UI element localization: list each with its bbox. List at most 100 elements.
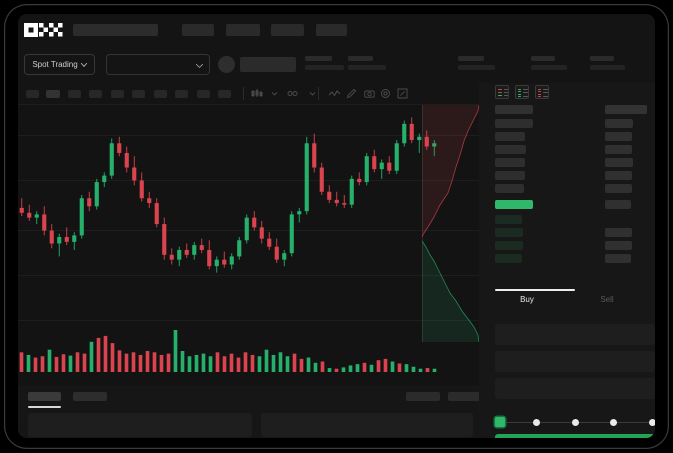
order-form-tabs: Buy Sell xyxy=(495,289,655,315)
timeframe-5m[interactable] xyxy=(46,90,60,98)
orderbook-header-amount-col[interactable] xyxy=(605,105,647,114)
toolbar-separator-1 xyxy=(243,87,244,100)
nav-item-4[interactable] xyxy=(316,24,347,36)
drawing-tools-icon[interactable] xyxy=(345,87,358,100)
slider-handle[interactable] xyxy=(495,417,505,427)
order-amount-slider[interactable] xyxy=(495,417,655,427)
orderbook-bid-row-amount[interactable] xyxy=(605,254,631,263)
tab-sell[interactable]: Sell xyxy=(600,295,614,304)
orderbook-ask-row-amount[interactable] xyxy=(605,171,632,180)
bottom-content-left xyxy=(28,413,252,437)
bottom-action-1[interactable] xyxy=(406,392,440,401)
chart-price-axis-line xyxy=(422,105,423,342)
stat-24h-turnover xyxy=(531,56,567,70)
trading-mode-label: Spot Trading xyxy=(32,60,78,69)
orderbook-ask-row-amount[interactable] xyxy=(605,119,633,128)
gridline-4 xyxy=(18,275,479,276)
tab-open-orders[interactable] xyxy=(28,392,61,401)
stat-24h-change xyxy=(305,56,344,70)
timeframe-1mo[interactable] xyxy=(197,90,210,98)
orderbook-bid-row-price[interactable] xyxy=(495,254,522,263)
orderbook-spread-price[interactable] xyxy=(495,200,533,209)
orderbook-layout-asks-icon[interactable] xyxy=(535,85,549,99)
line-chart-icon[interactable] xyxy=(328,87,341,100)
orderbook-layout-combined-icon[interactable] xyxy=(495,85,509,99)
timeframe-15m[interactable] xyxy=(68,90,81,98)
order-form-active-underline xyxy=(495,289,575,291)
indicators-chevron-icon[interactable] xyxy=(306,87,319,100)
slider-stop-50[interactable] xyxy=(571,418,579,426)
orderbook-ask-row-price[interactable] xyxy=(495,119,533,128)
last-price-value xyxy=(240,57,296,72)
orderbook-bid-row-amount[interactable] xyxy=(605,241,632,250)
slider-stop-75[interactable] xyxy=(610,418,617,426)
bottom-action-2[interactable] xyxy=(448,392,481,401)
stat-24h-high xyxy=(348,56,386,70)
orderbook-ask-row-price[interactable] xyxy=(495,184,524,193)
slider-stop-100[interactable] xyxy=(648,418,655,426)
depth-chart-overlay xyxy=(422,105,479,342)
nav-item-1[interactable] xyxy=(182,24,214,36)
timeframe-1m[interactable] xyxy=(26,90,39,98)
place-buy-order-button[interactable] xyxy=(495,434,655,438)
price-chart[interactable] xyxy=(18,105,479,395)
orderbook-ask-row-price[interactable] xyxy=(495,145,526,154)
orderbook-and-form-panel: Buy Sell xyxy=(479,83,655,438)
indicators-icon[interactable] xyxy=(286,87,299,100)
orderbook-bid-row-price[interactable] xyxy=(495,228,523,237)
chart-type-chevron-icon[interactable] xyxy=(268,87,281,100)
stat-index-price xyxy=(590,56,625,70)
timeframe-more[interactable] xyxy=(218,90,231,98)
nav-item-2[interactable] xyxy=(226,24,260,36)
order-price-input[interactable] xyxy=(495,324,655,345)
orderbook-ask-row-price[interactable] xyxy=(495,158,525,167)
toolbar-separator-2 xyxy=(318,87,319,100)
app-screen: Spot Trading xyxy=(18,14,655,438)
slider-stop-25[interactable] xyxy=(533,418,540,426)
gridline-5 xyxy=(18,320,479,321)
nav-search-bar[interactable] xyxy=(73,24,158,36)
stat-24h-volume xyxy=(458,56,495,70)
coin-avatar-icon xyxy=(218,56,235,73)
gridline-1 xyxy=(18,135,479,136)
volume-series xyxy=(19,330,437,372)
bottom-content-right xyxy=(261,413,473,437)
orderbook-ask-row-amount[interactable] xyxy=(605,145,632,154)
pair-selector[interactable] xyxy=(106,54,210,75)
orderbook-bid-row-price[interactable] xyxy=(495,241,523,250)
fullscreen-icon[interactable] xyxy=(396,87,409,100)
orderbook-bid-row-price[interactable] xyxy=(495,215,522,224)
timeframe-4h[interactable] xyxy=(132,90,145,98)
chart-settings-gear-icon[interactable] xyxy=(379,87,392,100)
timeframe-1h[interactable] xyxy=(111,90,124,98)
app-header xyxy=(18,14,655,46)
nav-item-3[interactable] xyxy=(271,24,304,36)
timeframe-1w[interactable] xyxy=(175,90,188,98)
timeframe-1d[interactable] xyxy=(154,90,167,98)
orderbook-ask-row-amount[interactable] xyxy=(605,184,632,193)
okx-logo-icon[interactable] xyxy=(24,23,66,37)
tab-order-history[interactable] xyxy=(73,392,107,401)
orderbook-spread-amount[interactable] xyxy=(605,200,631,209)
chevron-down-icon xyxy=(80,60,88,69)
tab-buy[interactable]: Buy xyxy=(520,295,534,304)
orderbook-ask-row-price[interactable] xyxy=(495,171,525,180)
orderbook-ask-row-price[interactable] xyxy=(495,132,525,141)
orders-panel xyxy=(18,385,481,438)
snapshot-camera-icon[interactable] xyxy=(363,87,376,100)
gridline-2 xyxy=(18,180,479,181)
order-total-input[interactable] xyxy=(495,378,655,399)
orderbook-header-price-col[interactable] xyxy=(495,105,533,114)
orderbook-ask-row-amount[interactable] xyxy=(605,158,633,167)
orderbook-bid-row-amount[interactable] xyxy=(605,228,632,237)
orderbook-layout-bids-icon[interactable] xyxy=(515,85,529,99)
trading-mode-selector[interactable]: Spot Trading xyxy=(24,54,95,75)
order-amount-input[interactable] xyxy=(495,351,655,372)
candlestick-series xyxy=(19,117,437,273)
candlestick-type-icon[interactable] xyxy=(250,87,263,100)
orderbook-layout-toggles xyxy=(495,85,549,99)
timeframe-30m[interactable] xyxy=(89,90,102,98)
chevron-down-icon xyxy=(195,61,204,70)
orderbook-ask-row-amount[interactable] xyxy=(605,132,632,141)
